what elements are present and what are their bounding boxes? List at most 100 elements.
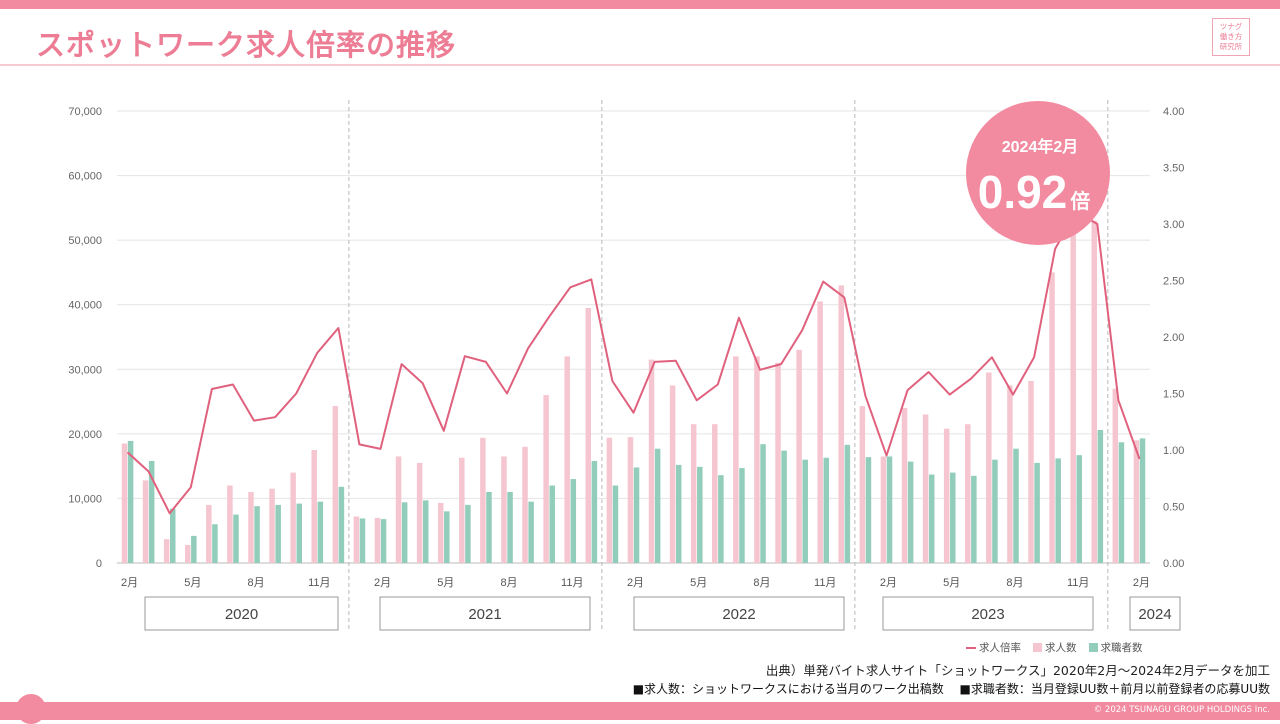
- x-tick-label: 11月: [1067, 577, 1089, 589]
- bar-jobs: [1070, 227, 1076, 563]
- bar-seekers: [676, 465, 682, 563]
- y-right-tick-label: 0.50: [1163, 502, 1184, 514]
- bar-jobs: [501, 456, 507, 563]
- x-tick-label: 11月: [814, 577, 836, 589]
- callout-value: 0.92: [978, 166, 1068, 218]
- legend-swatch-jobs: [1033, 643, 1042, 652]
- x-tick-label: 5月: [690, 577, 707, 589]
- bar-seekers: [781, 451, 787, 563]
- bar-jobs: [670, 385, 676, 563]
- year-label: 2023: [971, 606, 1004, 623]
- bar-seekers: [950, 473, 956, 563]
- bar-seekers: [1013, 449, 1019, 563]
- bar-jobs: [122, 444, 128, 563]
- y-right-tick-label: 3.00: [1163, 219, 1184, 231]
- bar-seekers: [402, 502, 408, 563]
- x-tick-label: 8月: [1006, 577, 1023, 589]
- y-right-tick-label: 3.50: [1163, 163, 1184, 175]
- bar-jobs: [333, 406, 339, 563]
- bar-seekers: [845, 445, 851, 563]
- bar-jobs: [522, 447, 528, 563]
- bar-seekers: [1098, 430, 1104, 563]
- source-note: 出典）単発バイト求人サイト「ショットワークス」2020年2月～2024年2月デー…: [766, 660, 1270, 679]
- bar-seekers: [170, 509, 176, 563]
- x-tick-label: 8月: [247, 577, 264, 589]
- bar-seekers: [1077, 455, 1083, 563]
- bar-jobs: [839, 285, 845, 563]
- bar-jobs: [143, 480, 149, 563]
- bar-seekers: [992, 460, 998, 563]
- bar-seekers: [592, 461, 598, 563]
- bar-jobs: [227, 486, 233, 563]
- bar-seekers: [1034, 463, 1040, 563]
- y-right-tick-label: 2.50: [1163, 276, 1184, 288]
- bar-jobs: [417, 463, 423, 563]
- x-tick-label: 2月: [1133, 577, 1150, 589]
- bar-seekers: [549, 486, 555, 563]
- y-left-tick-label: 0: [96, 558, 102, 570]
- bar-jobs: [607, 438, 613, 563]
- bar-seekers: [634, 467, 640, 563]
- bar-seekers: [1140, 438, 1146, 563]
- legend-label: 求人数: [1045, 640, 1077, 655]
- y-left-tick-label: 50,000: [68, 235, 102, 247]
- bar-seekers: [887, 456, 893, 563]
- bar-jobs: [796, 350, 802, 563]
- bar-jobs: [311, 450, 317, 563]
- bar-seekers: [697, 467, 703, 563]
- bar-seekers: [275, 505, 281, 563]
- year-label: 2021: [468, 606, 501, 623]
- bar-jobs: [290, 473, 296, 563]
- bar-seekers: [128, 441, 134, 563]
- bar-seekers: [191, 536, 197, 563]
- bar-jobs: [1134, 440, 1140, 563]
- bar-seekers: [507, 492, 512, 563]
- bottom-accent-bar: [0, 702, 1280, 720]
- bar-jobs: [754, 356, 760, 563]
- y-left-tick-label: 60,000: [68, 171, 102, 183]
- y-right-tick-label: 1.50: [1163, 389, 1184, 401]
- year-label: 2024: [1138, 606, 1171, 623]
- bar-jobs: [923, 414, 929, 563]
- x-tick-label: 5月: [184, 577, 201, 589]
- bar-jobs: [1007, 385, 1013, 563]
- bar-jobs: [206, 505, 212, 563]
- y-left-tick-label: 70,000: [68, 106, 102, 118]
- y-left-tick-label: 30,000: [68, 364, 102, 376]
- bar-jobs: [628, 437, 634, 563]
- bar-jobs: [712, 424, 718, 563]
- bar-jobs: [1091, 221, 1097, 563]
- chart-legend: 求人倍率 求人数 求職者数: [966, 640, 1143, 655]
- bar-seekers: [381, 519, 387, 563]
- bar-jobs: [480, 438, 486, 563]
- bar-seekers: [760, 444, 766, 563]
- bar-seekers: [1119, 442, 1125, 563]
- bar-jobs: [354, 517, 360, 563]
- x-tick-label: 2月: [880, 577, 897, 589]
- legend-item-jobs: 求人数: [1033, 640, 1077, 655]
- bar-seekers: [613, 486, 619, 563]
- bar-jobs: [586, 308, 592, 563]
- bar-jobs: [269, 489, 275, 563]
- bar-seekers: [971, 476, 977, 563]
- bar-seekers: [528, 502, 534, 563]
- bar-jobs: [543, 395, 549, 563]
- legend-label: 求人倍率: [979, 640, 1021, 655]
- bar-jobs: [691, 424, 697, 563]
- bar-jobs: [375, 518, 381, 563]
- bar-jobs: [1113, 389, 1119, 563]
- year-label: 2020: [225, 606, 258, 623]
- bar-seekers: [718, 475, 724, 563]
- bar-jobs: [438, 503, 444, 563]
- x-tick-label: 2月: [121, 577, 138, 589]
- y-right-tick-label: 4.00: [1163, 106, 1184, 118]
- bar-seekers: [655, 449, 661, 563]
- legend-swatch-seekers: [1089, 643, 1098, 652]
- bar-jobs: [902, 408, 908, 563]
- bar-jobs: [185, 545, 191, 563]
- x-tick-label: 5月: [943, 577, 960, 589]
- legend-swatch-line: [966, 647, 976, 649]
- x-tick-label: 5月: [437, 577, 454, 589]
- y-right-tick-label: 2.00: [1163, 332, 1184, 344]
